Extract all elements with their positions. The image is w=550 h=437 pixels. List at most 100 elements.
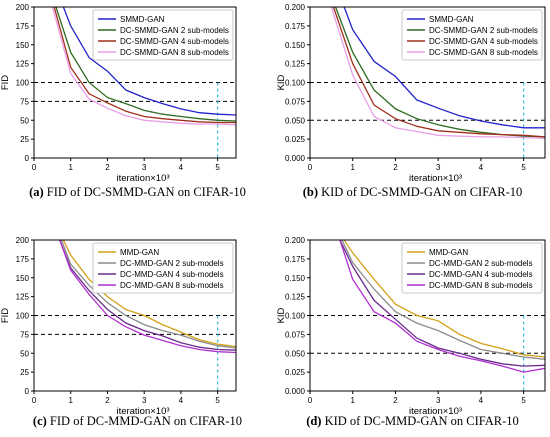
legend-entry: DC-SMMD-GAN 2 sub-models	[429, 26, 538, 35]
x-tick-label: 3	[436, 396, 441, 405]
legend: MMD-GAN DC-MMD-GAN 2 sub-models DC-MMD-GAN…	[401, 242, 543, 294]
y-tick-label: 0.175	[285, 22, 306, 31]
legend-entry: DC-MMD-GAN 2 sub-models	[429, 259, 533, 268]
chart-fid-dc-mmd-gan: 0 1 2 3 4 50255075100125150175200iteration×10…	[0, 236, 237, 417]
caption-label: (a)	[29, 185, 44, 199]
caption-c: (c) FID of DC-MMD-GAN on CIFAR-10	[0, 414, 275, 429]
series-line-2	[341, 240, 545, 360]
y-tick-label: 75	[20, 330, 29, 339]
y-tick-label: 175	[16, 255, 30, 264]
legend-box	[92, 242, 234, 294]
legend-entry: DC-MMD-GAN 8 sub-models	[120, 281, 224, 290]
series-group	[330, 7, 545, 140]
x-tick-label: 4	[479, 396, 484, 405]
y-tick-label: 25	[20, 135, 29, 144]
y-tick-label: 200	[16, 236, 30, 245]
legend-box	[401, 242, 543, 294]
caption-text: FID of DC-MMD-GAN on CIFAR-10	[49, 414, 243, 428]
x-tick-label: 2	[105, 163, 110, 172]
legend-entry: DC-SMMD-GAN 8 sub-models	[429, 48, 538, 57]
series-line-4	[59, 240, 236, 354]
legend: SMMD-GAN DC-SMMD-GAN 2 sub-models DC-SMMD-…	[92, 9, 234, 61]
y-tick-label: 0.100	[285, 312, 306, 321]
legend-box	[92, 9, 234, 61]
y-tick-label: 100	[16, 79, 30, 88]
x-axis-label: iteration×10³	[116, 173, 169, 184]
legend-entry: DC-MMD-GAN 4 sub-models	[120, 270, 224, 279]
series-line-3	[332, 7, 545, 138]
series-line-1	[62, 240, 236, 348]
x-tick-label: 5	[215, 163, 220, 172]
x-tick-label: 0	[308, 163, 313, 172]
chart-kid-dc-smmd-gan: 0 1 2 3 4 5 0.000 0.025 0.050 0.075 0.100 0.125 0.15…	[276, 3, 546, 184]
y-tick-label: 0.125	[285, 293, 306, 302]
caption-d: (d) KID of DC-MMD-GAN on CIFAR-10	[275, 414, 550, 429]
y-tick-label: 100	[16, 312, 30, 321]
y-tick-label: 0.150	[285, 274, 306, 283]
x-tick-label: 3	[436, 163, 441, 172]
x-tick-label: 4	[179, 163, 184, 172]
x-axis-label: iteration×10³	[409, 406, 462, 417]
legend-entry: DC-MMD-GAN 8 sub-models	[429, 281, 533, 290]
x-axis-label: iteration×10³	[409, 173, 462, 184]
y-tick-label: 0.175	[285, 255, 306, 264]
caption-label: (d)	[306, 414, 322, 428]
x-tick-label: 3	[142, 396, 147, 405]
legend-entry: MMD-GAN	[429, 248, 468, 257]
x-tick-label: 5	[215, 396, 220, 405]
x-tick-label: 1	[351, 163, 356, 172]
chart-kid-dc-mmd-gan: 0 1 2 3 4 5 0.000 0.025 0.050 0.075 0.100 0.125 0.15…	[276, 236, 546, 417]
y-tick-label: 150	[16, 274, 30, 283]
y-tick-label: 25	[20, 368, 29, 377]
y-tick-label: 0	[25, 154, 30, 163]
caption-text: KID of DC-SMMD-GAN on CIFAR-10	[321, 185, 523, 199]
x-tick-label: 5	[521, 396, 526, 405]
legend-entry: DC-SMMD-GAN 4 sub-models	[120, 37, 229, 46]
legend-entry: DC-SMMD-GAN 2 sub-models	[120, 26, 229, 35]
y-tick-label: 0.200	[285, 236, 306, 245]
legend-entry: DC-SMMD-GAN 4 sub-models	[429, 37, 538, 46]
caption-a: (a) FID of DC-SMMD-GAN on CIFAR-10	[0, 185, 275, 200]
legend-entry: SMMD-GAN	[429, 15, 474, 24]
x-tick-label: 2	[393, 163, 398, 172]
series-line-1	[343, 240, 545, 358]
x-axis-label: iteration×10³	[116, 406, 169, 417]
y-axis-label: KID	[276, 307, 287, 323]
series-line-4	[330, 7, 545, 140]
y-tick-label: 50	[20, 116, 29, 125]
legend-entry: MMD-GAN	[120, 248, 159, 257]
y-tick-label: 75	[20, 97, 29, 106]
x-tick-label: 4	[479, 163, 484, 172]
legend-box	[401, 9, 543, 61]
chart-fid-dc-smmd-gan: 0 1 2 3 4 50255075100125150175200iteration×10…	[0, 3, 237, 184]
y-tick-label: 125	[16, 60, 30, 69]
x-tick-label: 5	[521, 163, 526, 172]
caption-text: KID of DC-MMD-GAN on CIFAR-10	[324, 414, 519, 428]
x-tick-label: 4	[179, 396, 184, 405]
y-tick-label: 50	[20, 349, 29, 358]
series-line-2	[60, 240, 236, 349]
y-tick-label: 175	[16, 22, 30, 31]
series-line-4	[51, 7, 236, 126]
y-tick-label: 0.050	[285, 116, 306, 125]
x-tick-label: 1	[351, 396, 356, 405]
y-tick-label: 0.025	[285, 368, 306, 377]
caption-b: (b) KID of DC-SMMD-GAN on CIFAR-10	[275, 185, 550, 200]
caption-label: (c)	[32, 414, 47, 428]
y-tick-label: 125	[16, 293, 30, 302]
y-tick-label: 0.100	[285, 79, 306, 88]
x-tick-label: 0	[308, 396, 313, 405]
y-tick-label: 0.200	[285, 3, 306, 12]
series-line-2	[55, 7, 236, 122]
series-line-4	[339, 240, 545, 373]
legend: SMMD-GAN DC-SMMD-GAN 2 sub-models DC-SMMD-…	[401, 9, 543, 61]
y-tick-label: 0.075	[285, 330, 306, 339]
y-axis-label: KID	[276, 74, 287, 90]
caption-label: (b)	[302, 185, 318, 199]
series-line-3	[59, 240, 236, 351]
series-group	[339, 240, 545, 373]
y-tick-label: 0.125	[285, 60, 306, 69]
x-tick-label: 2	[393, 396, 398, 405]
y-tick-label: 0.050	[285, 349, 306, 358]
